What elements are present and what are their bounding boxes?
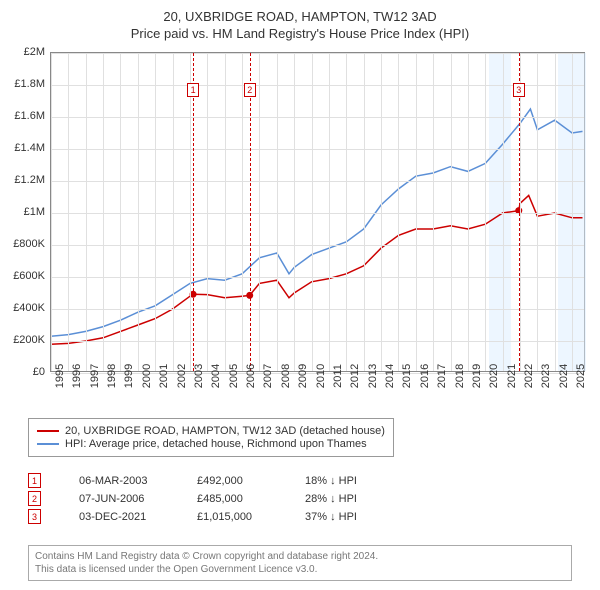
chart-plot-area: 1 2 3: [50, 52, 585, 372]
sales-table: 1 06-MAR-2003 £492,000 18% ↓ HPI 2 07-JU…: [28, 470, 357, 527]
y-tick-label: £600K: [13, 270, 45, 282]
x-tick-label: 2002: [176, 364, 188, 388]
x-tick-label: 2015: [401, 364, 413, 388]
sale-delta: 28% ↓ HPI: [305, 493, 357, 505]
chart-subtitle: Price paid vs. HM Land Registry's House …: [0, 26, 600, 47]
y-tick-label: £1.6M: [14, 110, 45, 122]
y-tick-label: £2M: [24, 46, 45, 58]
x-tick-label: 1998: [106, 364, 118, 388]
event-marker: 1: [187, 83, 199, 97]
y-tick-label: £400K: [13, 302, 45, 314]
x-tick-label: 2022: [523, 364, 535, 388]
x-tick-label: 2008: [280, 364, 292, 388]
x-tick-label: 2003: [193, 364, 205, 388]
x-tick-label: 2017: [436, 364, 448, 388]
chart-svg: [51, 53, 584, 371]
legend-swatch-property: [37, 430, 59, 432]
y-tick-label: £1.8M: [14, 78, 45, 90]
x-tick-label: 2009: [297, 364, 309, 388]
sale-price: £485,000: [197, 493, 277, 505]
chart-container: 20, UXBRIDGE ROAD, HAMPTON, TW12 3AD Pri…: [0, 0, 600, 590]
y-tick-label: £0: [33, 366, 45, 378]
x-tick-label: 2013: [367, 364, 379, 388]
sale-date: 03-DEC-2021: [79, 511, 169, 523]
legend-label-hpi: HPI: Average price, detached house, Rich…: [65, 438, 367, 450]
x-tick-label: 2023: [540, 364, 552, 388]
sale-date: 06-MAR-2003: [79, 475, 169, 487]
x-tick-label: 1995: [54, 364, 66, 388]
legend-swatch-hpi: [37, 443, 59, 445]
x-tick-label: 2007: [262, 364, 274, 388]
sale-badge: 1: [28, 473, 41, 488]
x-tick-label: 2012: [349, 364, 361, 388]
x-tick-label: 2000: [141, 364, 153, 388]
x-tick-label: 2025: [575, 364, 587, 388]
sale-badge: 2: [28, 491, 41, 506]
y-tick-label: £1.4M: [14, 142, 45, 154]
sale-delta: 37% ↓ HPI: [305, 511, 357, 523]
sale-price: £1,015,000: [197, 511, 277, 523]
y-tick-label: £1.2M: [14, 174, 45, 186]
x-tick-label: 1997: [89, 364, 101, 388]
x-tick-label: 2011: [332, 364, 344, 388]
sale-row: 2 07-JUN-2006 £485,000 28% ↓ HPI: [28, 491, 357, 506]
sale-delta: 18% ↓ HPI: [305, 475, 357, 487]
footer-line1: Contains HM Land Registry data © Crown c…: [35, 550, 565, 563]
x-tick-label: 2021: [506, 364, 518, 388]
x-tick-label: 2006: [245, 364, 257, 388]
x-tick-label: 2005: [228, 364, 240, 388]
footer-line2: This data is licensed under the Open Gov…: [35, 563, 565, 576]
y-tick-label: £1M: [24, 206, 45, 218]
x-tick-label: 2018: [454, 364, 466, 388]
x-tick-label: 2010: [315, 364, 327, 388]
legend-item-property: 20, UXBRIDGE ROAD, HAMPTON, TW12 3AD (de…: [37, 425, 385, 437]
x-tick-label: 2019: [471, 364, 483, 388]
event-marker: 2: [244, 83, 256, 97]
legend-box: 20, UXBRIDGE ROAD, HAMPTON, TW12 3AD (de…: [28, 418, 394, 457]
x-tick-label: 2020: [488, 364, 500, 388]
y-tick-label: £200K: [13, 334, 45, 346]
sale-price: £492,000: [197, 475, 277, 487]
chart-title: 20, UXBRIDGE ROAD, HAMPTON, TW12 3AD: [0, 0, 600, 26]
sale-row: 1 06-MAR-2003 £492,000 18% ↓ HPI: [28, 473, 357, 488]
x-tick-label: 1996: [71, 364, 83, 388]
sale-badge: 3: [28, 509, 41, 524]
legend-item-hpi: HPI: Average price, detached house, Rich…: [37, 438, 385, 450]
sale-row: 3 03-DEC-2021 £1,015,000 37% ↓ HPI: [28, 509, 357, 524]
x-tick-label: 2004: [210, 364, 222, 388]
x-tick-label: 1999: [123, 364, 135, 388]
x-tick-label: 2024: [558, 364, 570, 388]
y-tick-label: £800K: [13, 238, 45, 250]
event-marker: 3: [513, 83, 525, 97]
sale-date: 07-JUN-2006: [79, 493, 169, 505]
x-tick-label: 2001: [158, 364, 170, 388]
legend-label-property: 20, UXBRIDGE ROAD, HAMPTON, TW12 3AD (de…: [65, 425, 385, 437]
x-tick-label: 2014: [384, 364, 396, 388]
x-tick-label: 2016: [419, 364, 431, 388]
footer-attribution: Contains HM Land Registry data © Crown c…: [28, 545, 572, 581]
